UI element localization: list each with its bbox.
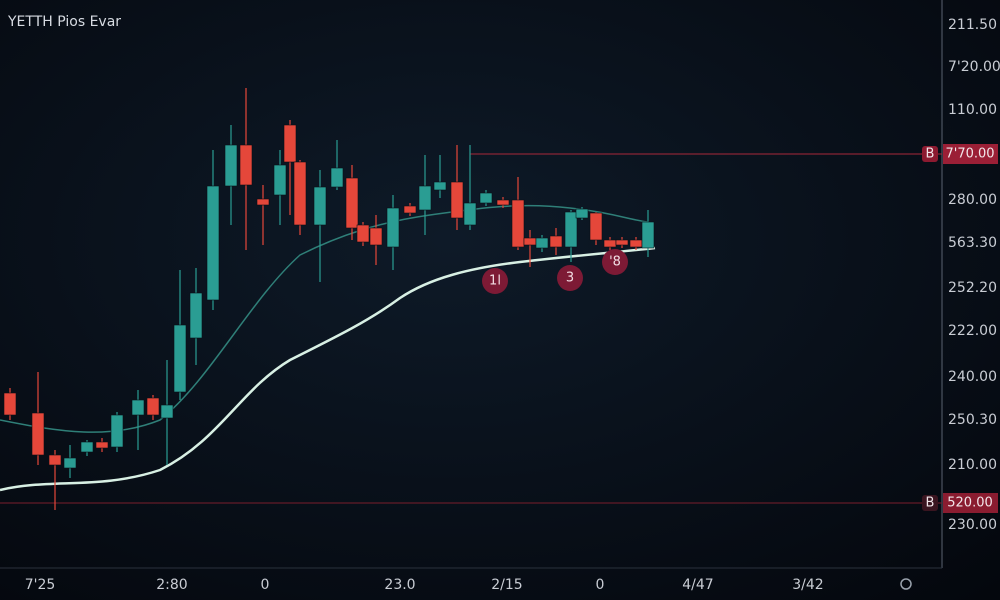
candle-body [369,227,383,246]
candle-body [95,441,109,449]
event-marker[interactable] [557,265,583,291]
tag-badge [922,146,938,162]
y-tick-label: 240.00 [948,369,997,385]
x-tick-label: 23.0 [384,577,415,593]
event-marker[interactable] [602,249,628,275]
candle-body [549,235,563,248]
price-axis: 211.50 7'20.00 110.00 280.00 563.30 252.20 222… [948,17,1000,533]
markers: 1l 3 '8 [482,249,628,294]
candle-body [511,199,525,248]
candle-body [131,399,145,416]
event-marker-label: 1l [489,274,501,289]
price-tag-label: 520.00 [947,496,993,511]
candle-body [496,199,510,206]
candle-body [603,239,617,248]
candle-body [293,161,307,226]
candle-body [31,412,45,456]
candle-body [463,202,477,226]
y-tick-label: 210.00 [948,457,997,473]
event-marker[interactable] [482,268,508,294]
x-tick-label: 2:80 [156,577,187,593]
candle-body [615,239,629,246]
tag-badge-text: B [926,147,935,162]
candle-body [523,237,537,246]
settings-icon[interactable] [900,578,912,590]
price-tags: B 7'70.00 B 520.00 [922,144,998,513]
x-tick-label: 4/47 [682,577,713,593]
candle-body [575,208,589,219]
candle-body [535,237,549,249]
candle-body [433,181,447,191]
x-tick-label: 2/15 [491,577,522,593]
candle-body [479,192,493,204]
candle-body [330,167,344,188]
y-tick-label: 211.50 [948,17,997,33]
moving-average-slow [0,246,656,492]
y-tick-label: 230.00 [948,517,997,533]
y-tick-label: 250.30 [948,412,997,428]
candle-body [564,211,578,248]
candle-body [48,454,62,466]
event-marker-label: '8 [609,255,621,270]
candle-body [80,441,94,453]
candle-body [110,414,124,448]
y-tick-label: 252.20 [948,280,997,296]
candle-body [63,457,77,469]
candle-body [206,185,220,301]
candle-body [146,397,160,416]
event-marker-label: 3 [566,271,574,286]
candle-body [256,198,270,206]
chart-title: YETTH Pios Evar [7,14,121,30]
candle-body [173,324,187,393]
candle-body [450,181,464,219]
candle-body [224,144,238,187]
y-tick-label: 222.00 [948,323,997,339]
candle-body [313,186,327,226]
time-axis: 7'25 2:80 0 23.0 2/15 0 4/47 3/42 [25,577,824,593]
price-tag [943,144,998,164]
y-tick-label: 110.00 [948,102,997,118]
tag-badge [922,495,938,511]
x-tick-label: 0 [261,577,270,593]
x-tick-label: 3/42 [792,577,823,593]
candle-body [356,224,370,243]
y-tick-label: 563.30 [948,235,997,251]
y-tick-label: 7'20.00 [948,59,1000,75]
candle-body [641,221,655,249]
candle-body [345,177,359,229]
candle-body [160,404,174,419]
price-tag [943,493,998,513]
candle-body [386,207,400,248]
candle-body [418,185,432,211]
y-tick-label: 280.00 [948,192,997,208]
candle-body [283,124,297,163]
x-tick-label: 0 [596,577,605,593]
x-tick-label: 7'25 [25,577,56,593]
moving-average-fast [0,204,649,433]
candle-body [189,292,203,339]
tag-badge-text: B [926,496,935,511]
candle-body [629,239,643,248]
candle-body [589,212,603,241]
candle-body [273,164,287,196]
candles [3,88,655,510]
candle-body [3,392,17,416]
price-tag-label: 7'70.00 [945,147,994,162]
candle-body [239,144,253,186]
candle-body [403,205,417,214]
